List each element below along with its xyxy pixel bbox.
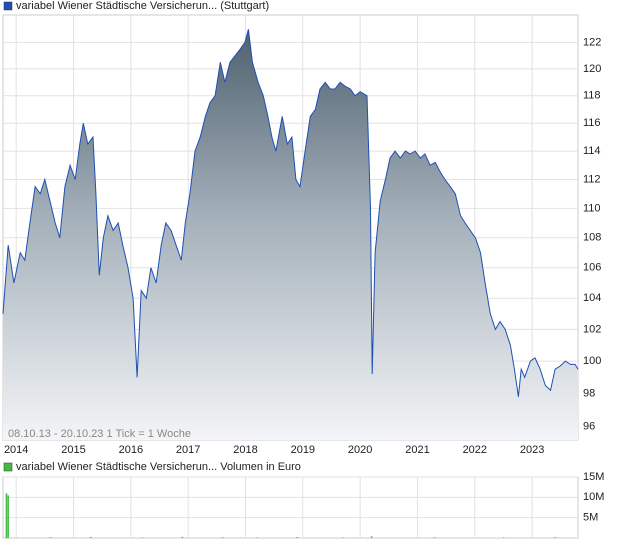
area-fill [3, 29, 578, 441]
x-tick-label: 2022 [463, 444, 487, 456]
volume-bar [433, 537, 436, 538]
x-tick-label: 2014 [4, 444, 28, 456]
y-tick-label: 104 [583, 292, 601, 304]
price-line [2, 29, 579, 397]
y-tick-label: 5M [583, 512, 598, 524]
y-tick-label: 15M [583, 471, 604, 483]
y-tick-label: 106 [583, 262, 601, 274]
x-tick-label: 2018 [233, 444, 257, 456]
y-tick-label: 108 [583, 232, 601, 244]
x-tick-label: 2016 [119, 444, 143, 456]
volume-bar [141, 537, 144, 538]
x-tick-label: 2023 [520, 444, 544, 456]
volume-bar [502, 537, 505, 538]
volume-bar [89, 536, 92, 538]
legend-swatch [3, 1, 13, 11]
x-tick-label: 2021 [405, 444, 429, 456]
legend-swatch [3, 462, 13, 472]
y-tick-label: 112 [583, 173, 601, 185]
volume-bar [370, 536, 373, 538]
volume-bar [342, 537, 344, 538]
legend-label: variabel Wiener Städtische Versicherun..… [16, 0, 269, 12]
y-tick-label: 96 [583, 420, 595, 432]
volume-bar [256, 537, 258, 538]
volume-bar [221, 537, 224, 538]
volume-bar [181, 536, 184, 538]
y-tick-label: 98 [583, 387, 595, 399]
y-tick-label: 116 [583, 117, 601, 129]
y-tick-label: 122 [583, 36, 601, 48]
volume-bar [554, 537, 556, 538]
y-tick-label: 114 [583, 145, 601, 157]
y-tick-label: 110 [583, 202, 601, 214]
annotation: 08.10.13 - 20.10.23 1 Tick = 1 Woche [8, 428, 191, 440]
x-tick-label: 2015 [61, 444, 85, 456]
y-tick-label: 118 [583, 90, 601, 102]
y-tick-label: 100 [583, 355, 601, 367]
volume-bar [49, 537, 52, 538]
x-tick-label: 2017 [176, 444, 200, 456]
volume-bar [296, 536, 298, 538]
x-tick-label: 2019 [291, 444, 315, 456]
legend-label: variabel Wiener Städtische Versicherun..… [16, 461, 301, 473]
y-tick-label: 120 [583, 63, 601, 75]
y-tick-label: 10M [583, 491, 604, 503]
volume-bar [5, 493, 8, 538]
plot-area [2, 476, 579, 539]
volume-bar [7, 495, 9, 538]
y-tick-label: 102 [583, 323, 601, 335]
x-tick-label: 2020 [348, 444, 372, 456]
